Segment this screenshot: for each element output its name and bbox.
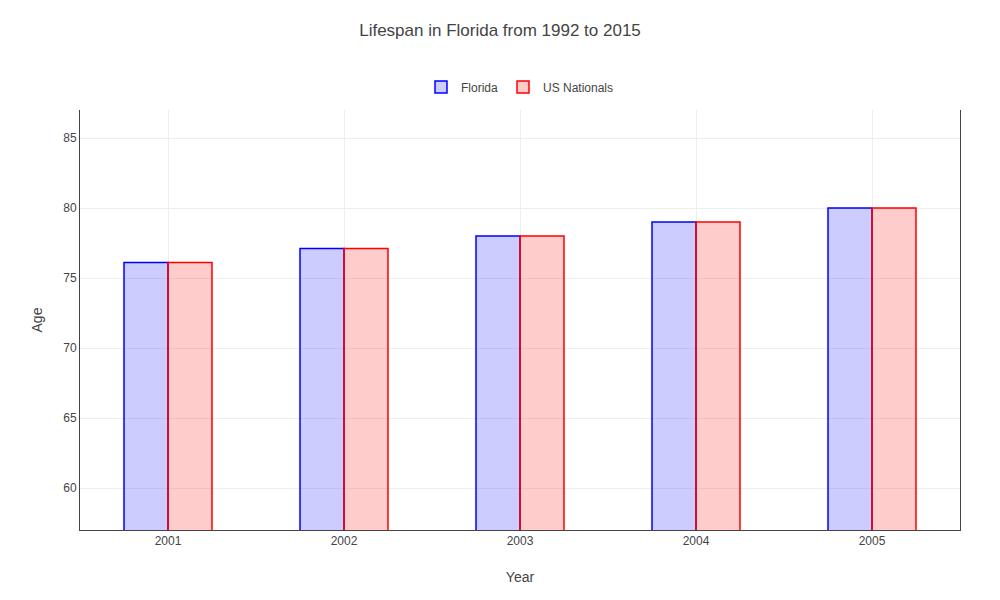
svg-text:Age: Age xyxy=(29,307,45,332)
svg-text:2004: 2004 xyxy=(683,534,710,548)
svg-text:Lifespan in Florida from 1992: Lifespan in Florida from 1992 to 2015 xyxy=(359,21,641,40)
svg-text:2002: 2002 xyxy=(331,534,358,548)
svg-text:70: 70 xyxy=(63,341,77,355)
svg-text:80: 80 xyxy=(63,201,77,215)
svg-text:85: 85 xyxy=(63,131,77,145)
svg-text:US Nationals: US Nationals xyxy=(543,81,613,95)
svg-text:2003: 2003 xyxy=(507,534,534,548)
svg-text:2001: 2001 xyxy=(155,534,182,548)
svg-text:65: 65 xyxy=(63,411,77,425)
svg-text:2005: 2005 xyxy=(859,534,886,548)
svg-text:Florida: Florida xyxy=(461,81,498,95)
svg-text:75: 75 xyxy=(63,271,77,285)
svg-text:Year: Year xyxy=(506,569,535,585)
svg-text:60: 60 xyxy=(63,481,77,495)
